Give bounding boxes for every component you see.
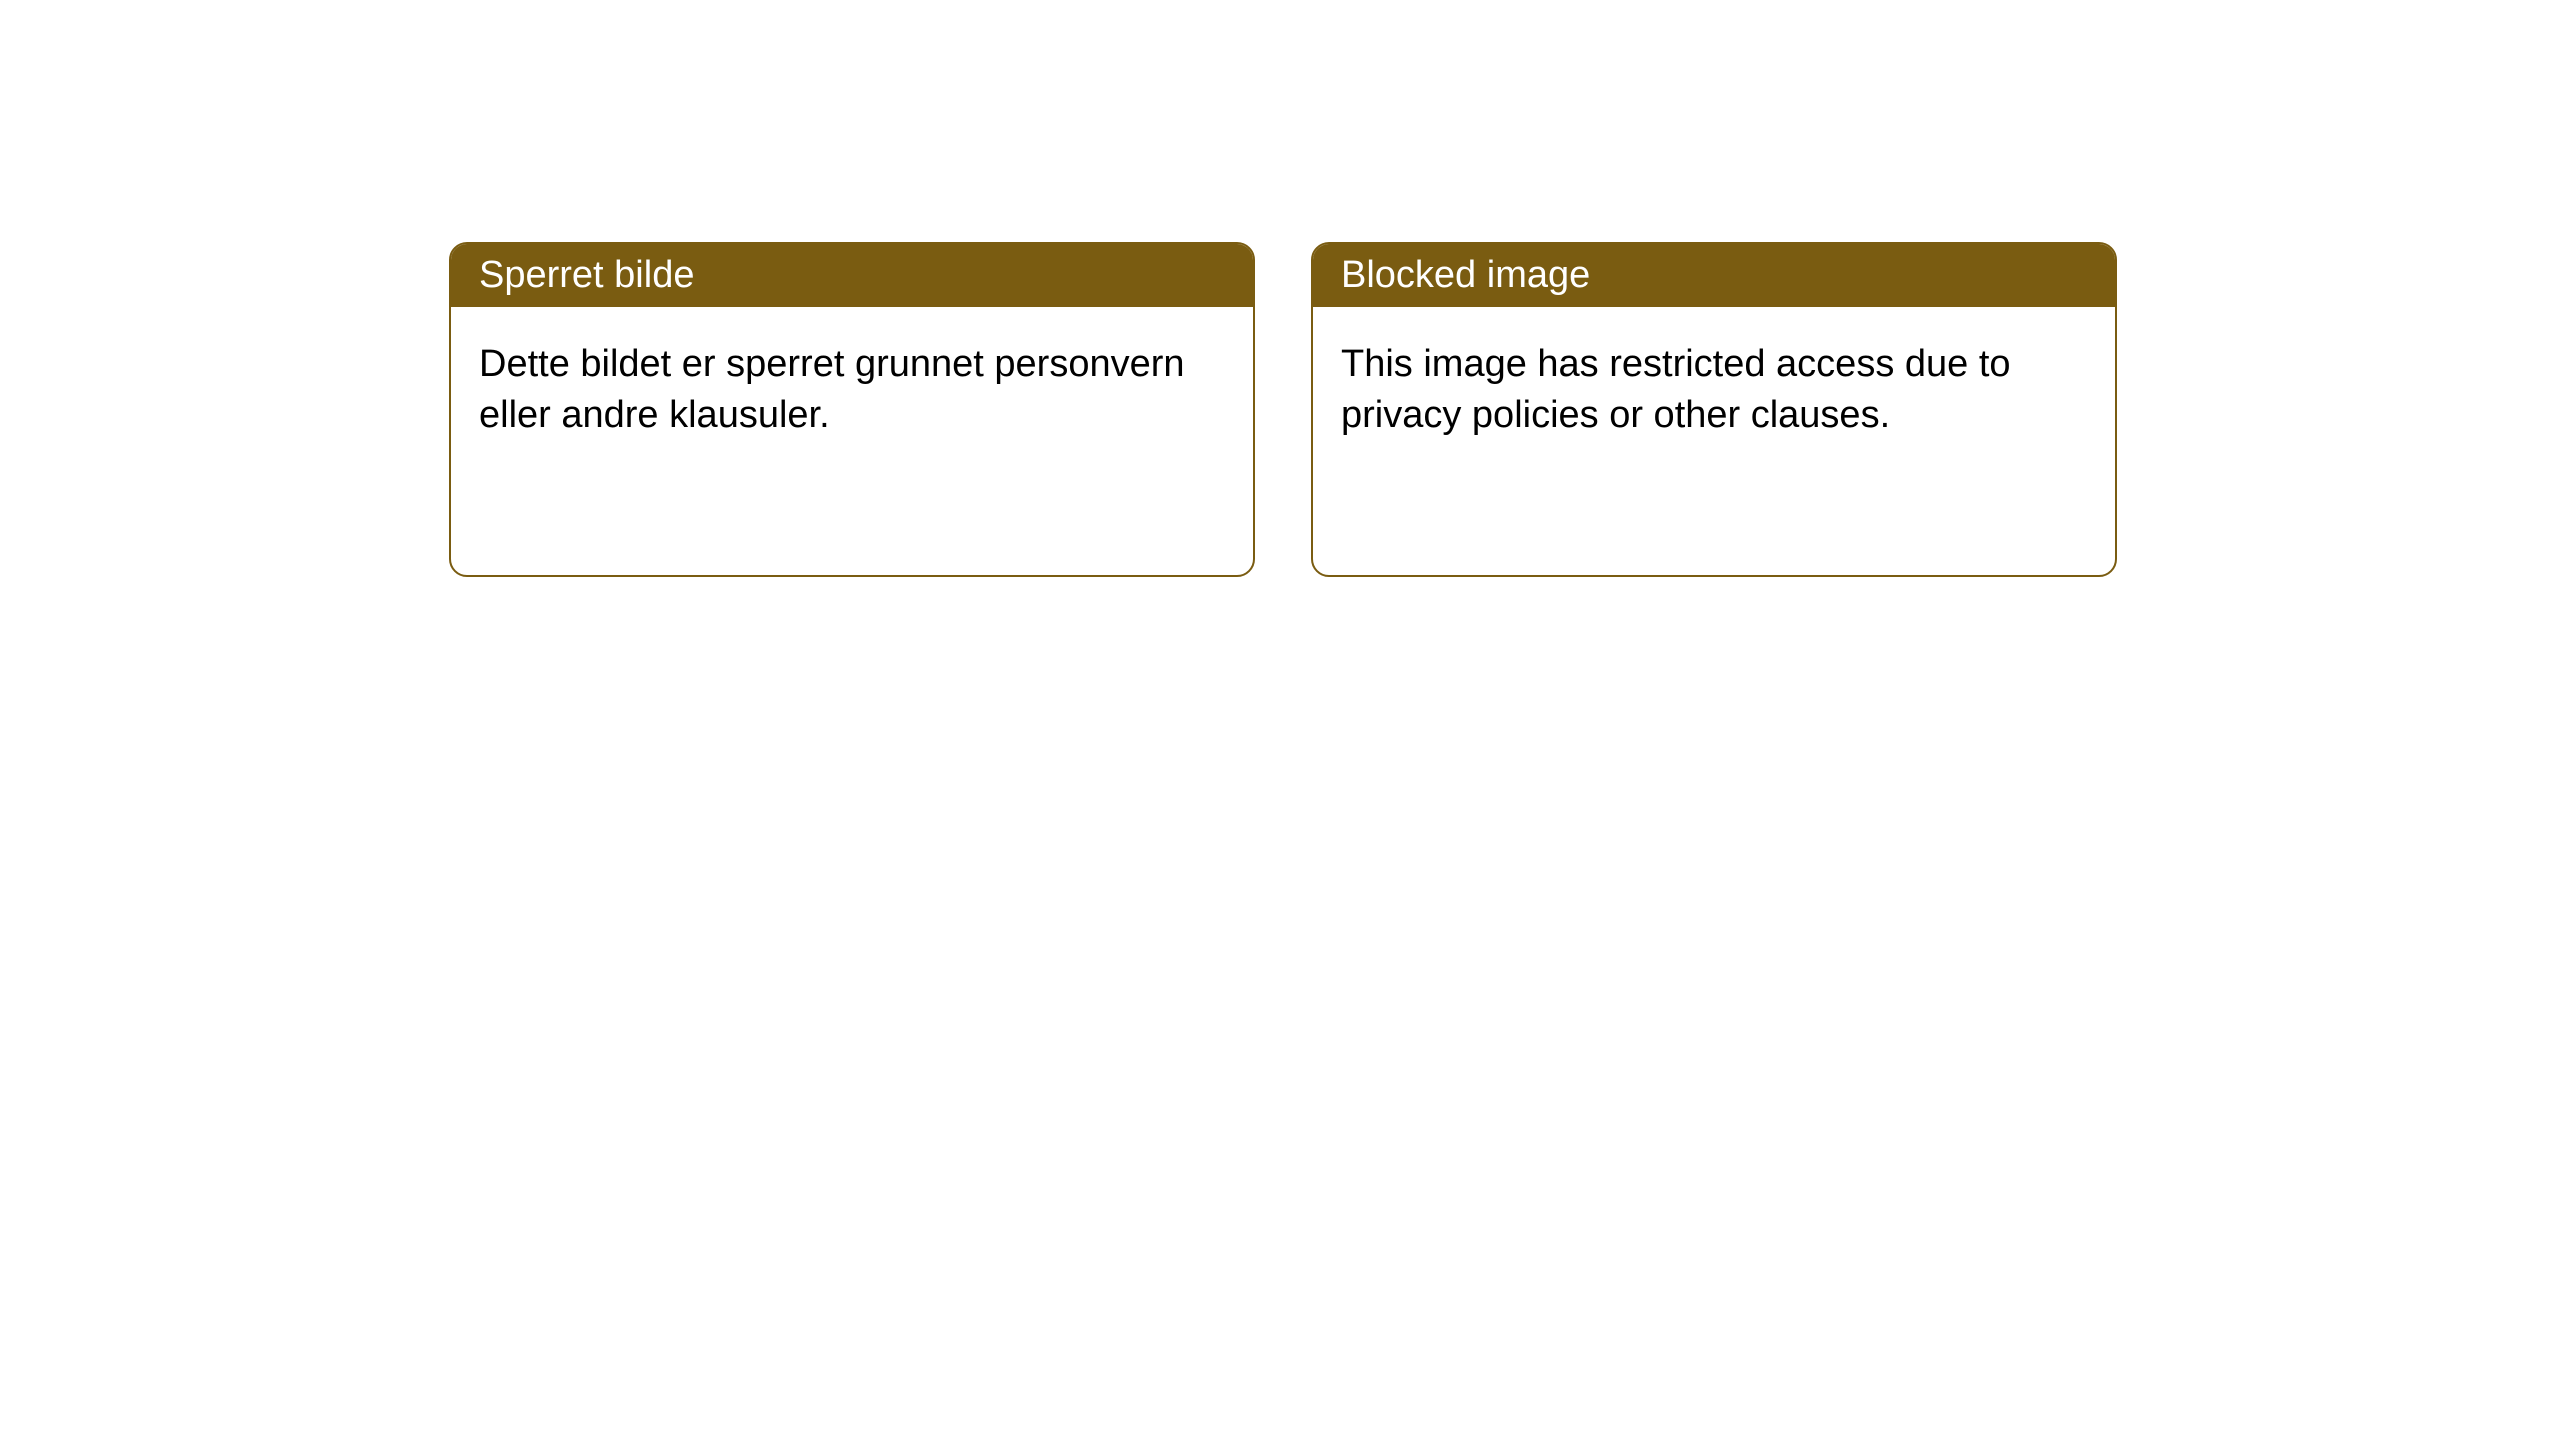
notice-card-norwegian: Sperret bilde Dette bildet er sperret gr… bbox=[449, 242, 1255, 577]
notice-title: Blocked image bbox=[1313, 244, 2115, 307]
notice-container: Sperret bilde Dette bildet er sperret gr… bbox=[449, 242, 2117, 577]
notice-body: This image has restricted access due to … bbox=[1313, 307, 2115, 474]
notice-body: Dette bildet er sperret grunnet personve… bbox=[451, 307, 1253, 474]
notice-title: Sperret bilde bbox=[451, 244, 1253, 307]
notice-card-english: Blocked image This image has restricted … bbox=[1311, 242, 2117, 577]
